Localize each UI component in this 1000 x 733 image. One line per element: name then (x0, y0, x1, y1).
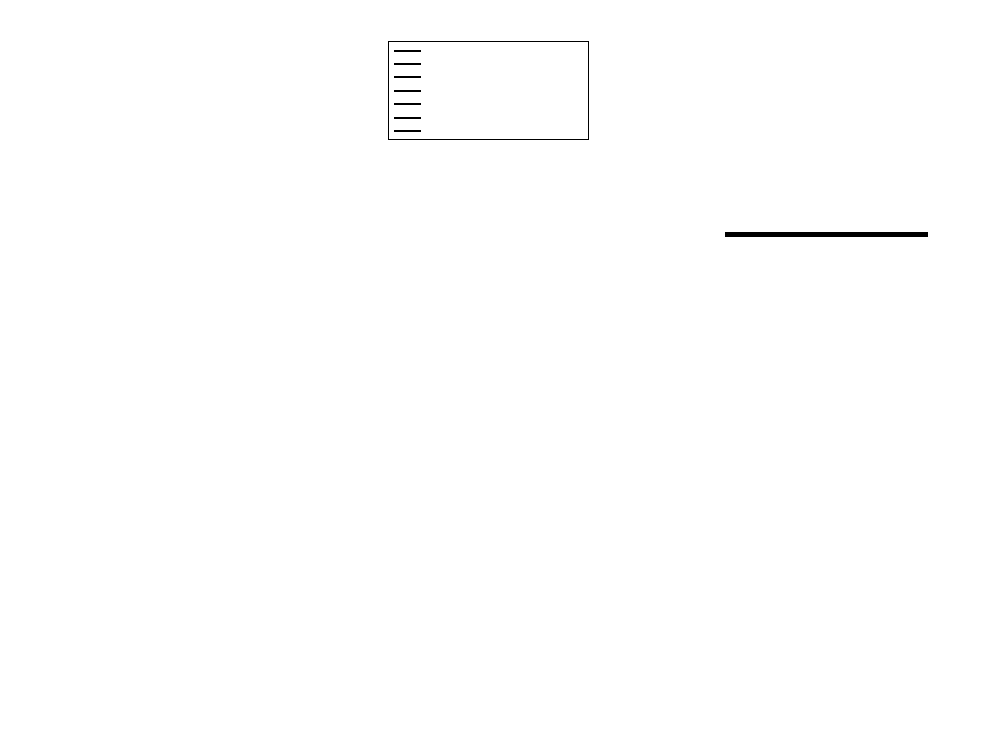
mixing-ratio-line-swatch (394, 130, 421, 133)
dewpoint-line-swatch (394, 63, 421, 66)
legend-item-parcel (394, 71, 588, 84)
chart-legend (388, 41, 589, 140)
wet-adiabat-line-swatch (394, 103, 421, 106)
hodograph-table (725, 235, 928, 237)
legend-item-isotherm (394, 111, 588, 124)
parcel-line-swatch (394, 76, 421, 79)
indices-panel (725, 232, 928, 237)
isotherm-line-swatch (394, 116, 421, 119)
legend-item-mixing-ratio (394, 124, 588, 137)
legend-item-temperature (394, 44, 588, 57)
temperature-line-swatch (394, 49, 421, 52)
legend-item-wet-adiabat (394, 98, 588, 111)
legend-item-dry-adiabat (394, 84, 588, 97)
dry-adiabat-line-swatch (394, 89, 421, 92)
legend-item-dewpoint (394, 57, 588, 70)
